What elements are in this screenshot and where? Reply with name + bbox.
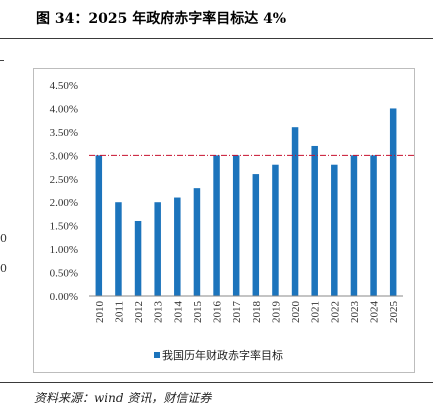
bar xyxy=(370,155,377,296)
y-tick-label: 3.00% xyxy=(50,150,78,162)
bar xyxy=(272,164,279,296)
left-edge-fragment: 0 xyxy=(0,232,7,245)
x-tick-label: 2019 xyxy=(270,301,282,324)
bar xyxy=(193,188,201,296)
x-tick-label: 2013 xyxy=(153,301,165,324)
y-tick-label: 1.50% xyxy=(50,221,78,233)
figure-title: 图 34：2025 年政府赤字率目标达 4% xyxy=(36,11,287,27)
x-tick-label: 2011 xyxy=(113,301,125,323)
bar xyxy=(213,155,220,296)
x-tick-label: 2021 xyxy=(310,301,322,323)
bar xyxy=(154,202,161,296)
legend-swatch xyxy=(154,352,160,358)
left-edge-mark xyxy=(0,60,4,61)
y-tick-label: 3.50% xyxy=(50,127,78,139)
y-tick-label: 0.50% xyxy=(50,268,78,280)
bar xyxy=(350,155,358,296)
x-tick-label: 2010 xyxy=(94,301,106,324)
chart-frame xyxy=(33,68,415,373)
top-rule xyxy=(0,38,433,39)
x-tick-label: 2018 xyxy=(251,301,263,324)
x-tick-label: 2015 xyxy=(192,301,204,324)
y-tick-label: 4.50% xyxy=(50,80,78,92)
x-tick-label: 2023 xyxy=(349,301,361,324)
x-tick-label: 2016 xyxy=(212,301,224,324)
y-tick-label: 0.00% xyxy=(50,291,78,303)
bar xyxy=(174,197,181,296)
left-edge-fragment: 0 xyxy=(0,262,7,275)
y-tick-labels: 0.00% 0.50% 1.00% 1.50% 2.00% 2.50% 3.00% 3.50%… xyxy=(50,80,78,303)
y-tick-label: 2.00% xyxy=(50,197,78,209)
bar xyxy=(115,202,122,296)
bars xyxy=(95,108,397,296)
bar xyxy=(252,174,260,296)
legend: 我国历年财政赤字率目标 xyxy=(154,348,283,362)
x-tick-label: 2025 xyxy=(388,301,400,324)
source-note: 资料来源：wind 资讯，财信证券 xyxy=(34,391,212,405)
x-tick-label: 2017 xyxy=(231,301,243,324)
bar xyxy=(331,164,338,296)
bar xyxy=(95,155,103,296)
x-tick-label: 2014 xyxy=(172,301,184,324)
bar xyxy=(291,127,299,296)
bar xyxy=(232,155,240,296)
x-tick-label: 2022 xyxy=(329,301,341,323)
bar xyxy=(311,145,318,296)
bottom-rule xyxy=(0,382,433,383)
y-tick-label: 1.00% xyxy=(50,244,78,256)
bar xyxy=(389,108,397,296)
legend-label: 我国历年财政赤字率目标 xyxy=(162,348,283,362)
x-tick-labels: 2010 2011 2012 2013 2014 2015 2016 2017 2018 2019… xyxy=(94,301,400,324)
x-tick-label: 2020 xyxy=(290,301,302,324)
x-tick-label: 2012 xyxy=(133,301,145,323)
bar xyxy=(134,220,142,296)
y-tick-label: 4.00% xyxy=(50,103,78,115)
y-tick-label: 2.50% xyxy=(50,174,78,186)
x-tick-label: 2024 xyxy=(369,301,381,324)
